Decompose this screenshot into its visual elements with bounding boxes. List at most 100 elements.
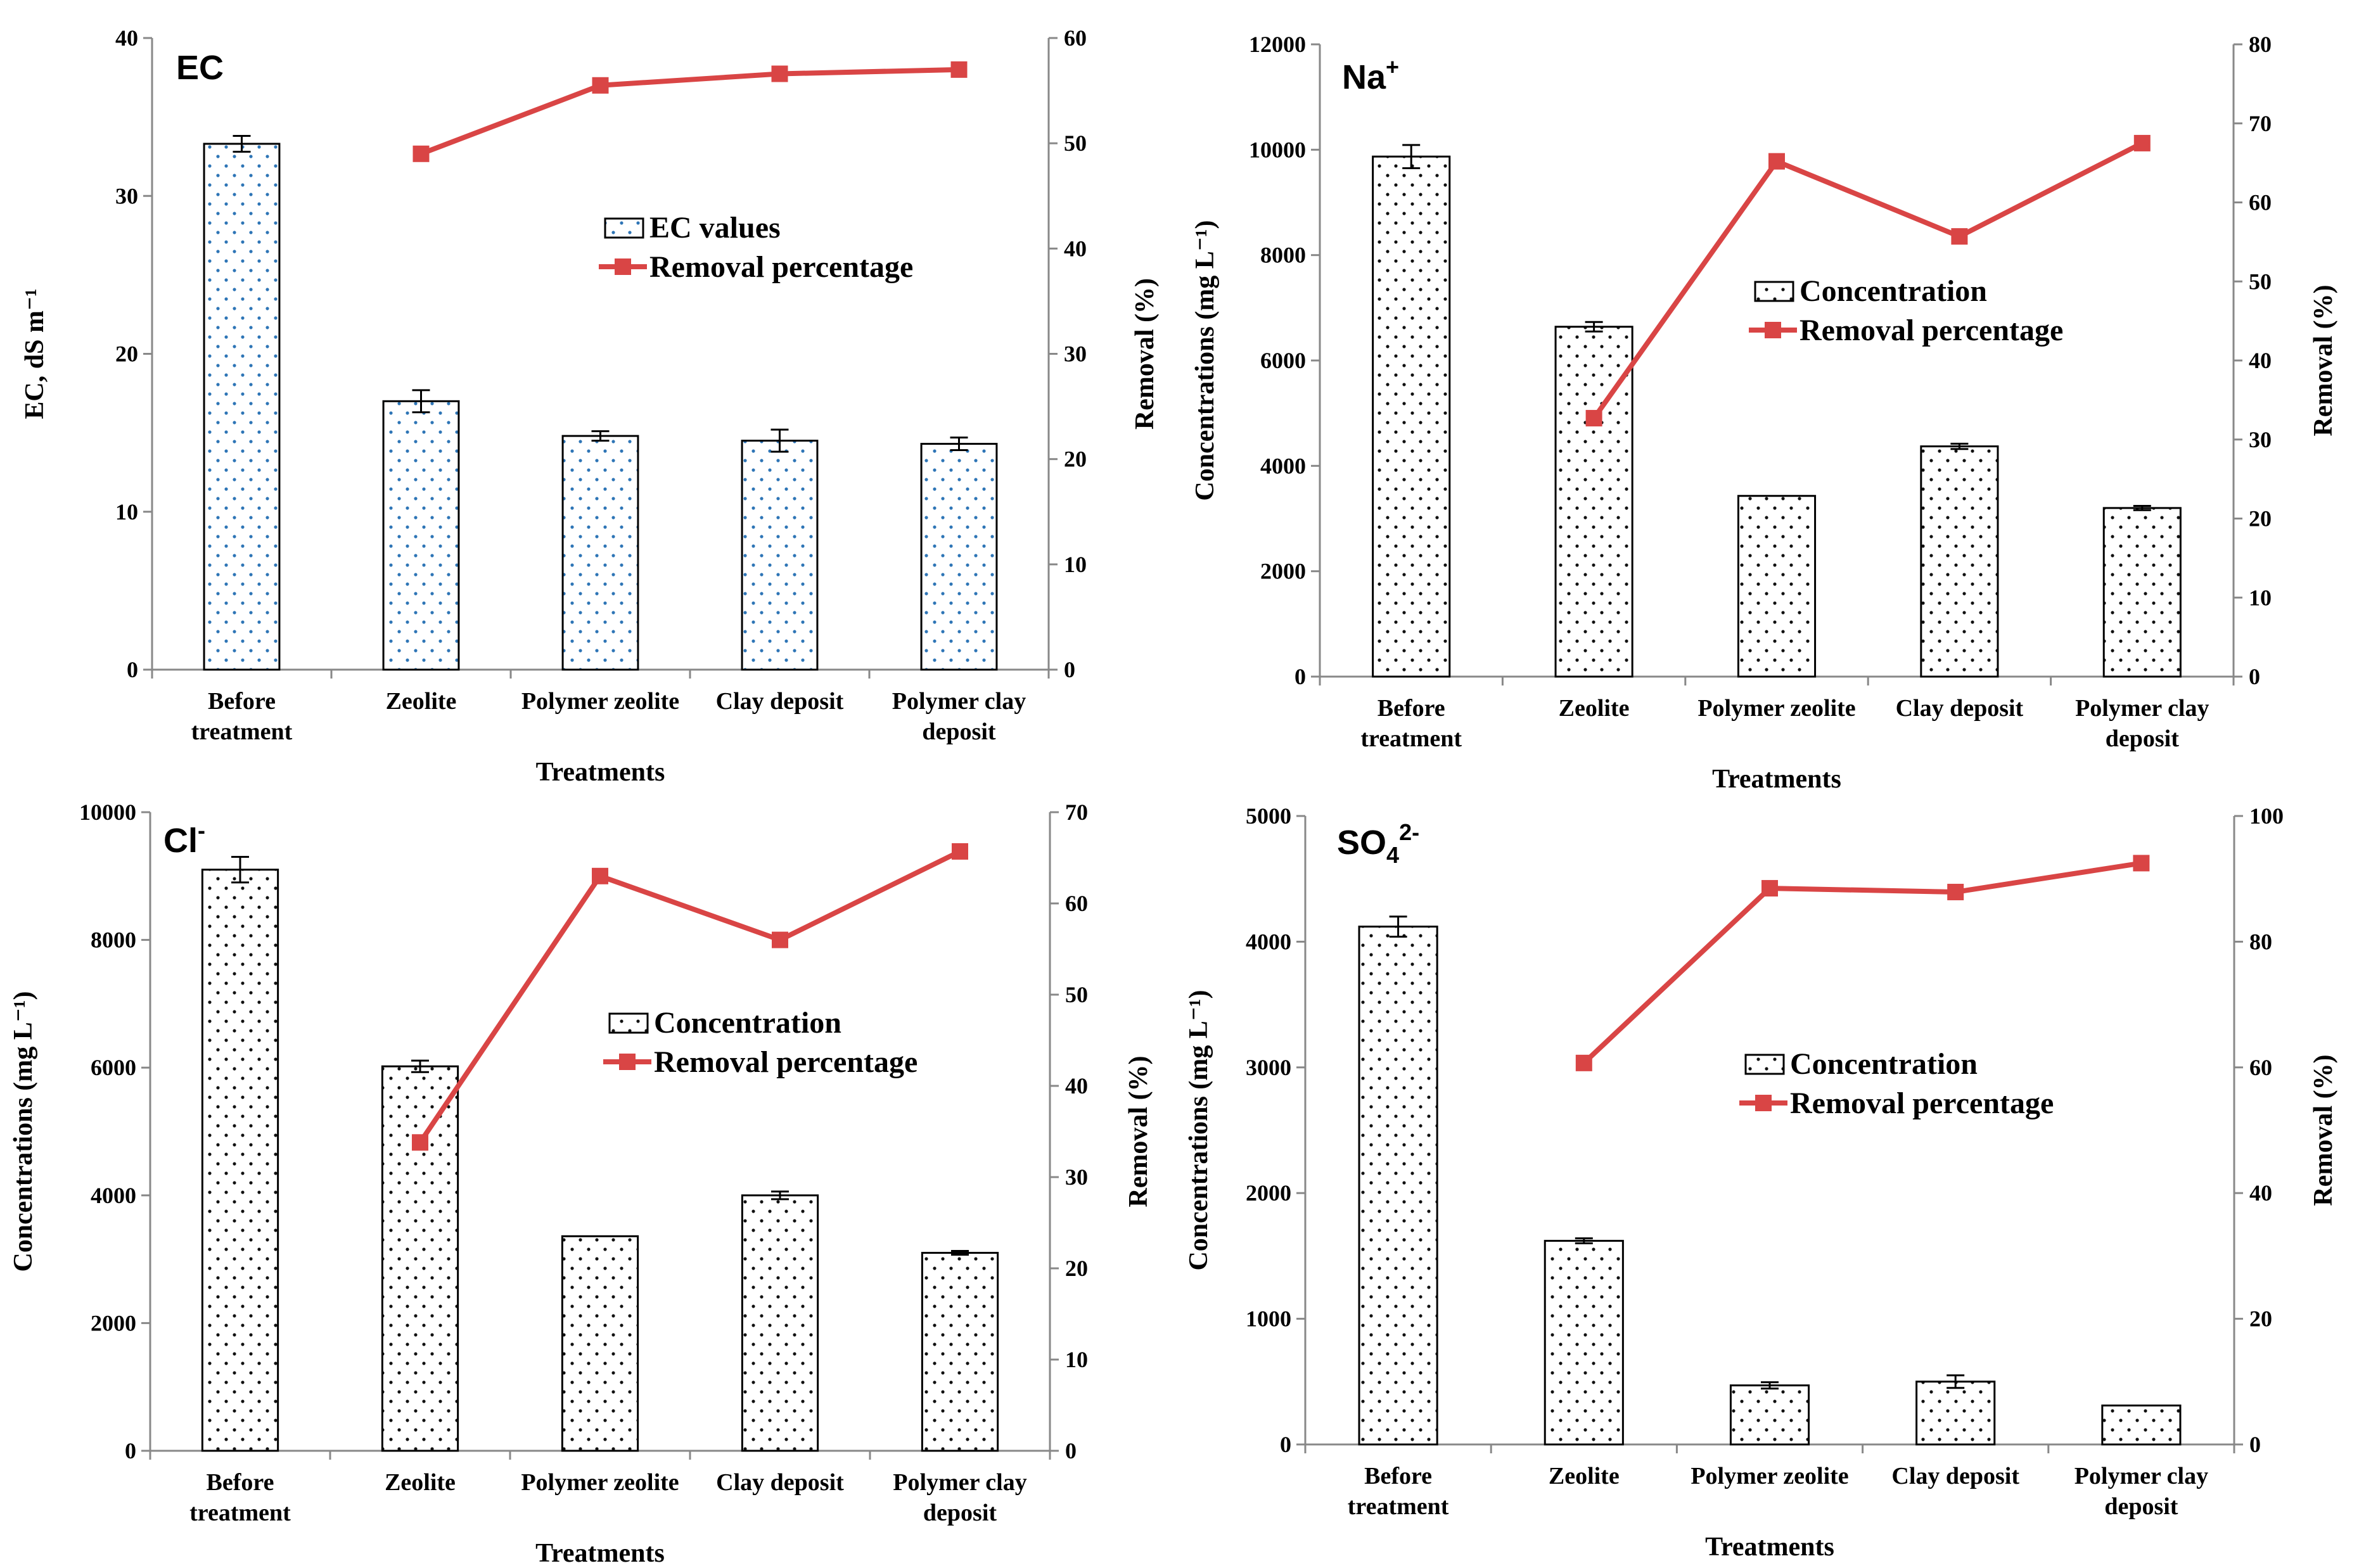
panel-title-text: EC: [176, 49, 224, 87]
y-tick-label: 0: [1295, 664, 1306, 689]
y2-tick-label: 60: [2249, 190, 2272, 215]
removal-marker: [2133, 855, 2150, 872]
bar: [1737, 495, 1817, 678]
legend-line-label: Removal percentage: [654, 1045, 917, 1079]
y-axis-title: Concentrations (mg L⁻¹): [1184, 990, 1213, 1270]
x-tick-label: Polymer clay: [892, 688, 1026, 715]
x-tick-label: deposit: [922, 718, 995, 745]
y-tick-label: 6000: [1260, 348, 1306, 373]
y2-tick-label: 70: [2249, 111, 2272, 136]
y2-tick-label: 40: [1064, 236, 1087, 261]
y2-tick-label: 50: [2249, 269, 2272, 294]
y2-axis-title: Removal (%): [2309, 1054, 2338, 1206]
bar: [920, 443, 998, 671]
x-tick-label: treatment: [1348, 1493, 1449, 1520]
y-tick-label: 4000: [91, 1183, 136, 1208]
y-tick-label: 2000: [91, 1310, 136, 1335]
bar: [561, 435, 639, 671]
x-tick-label: deposit: [923, 1500, 997, 1526]
legend-line-label: Removal percentage: [1790, 1087, 2054, 1120]
panel-title-subscript: 4: [1386, 842, 1399, 868]
x-tick-label: Zeolite: [1559, 695, 1630, 722]
removal-line: [420, 67, 959, 156]
y2-tick-label: 30: [1064, 341, 1087, 367]
x-tick-label: Before: [1378, 695, 1445, 722]
y-tick-label: 30: [115, 183, 138, 208]
y-tick-label: 0: [127, 657, 138, 682]
y2-tick-label: 80: [2249, 32, 2272, 57]
x-tick-label: Polymer zeolite: [1691, 1463, 1848, 1489]
legend-line-marker: [1755, 1095, 1772, 1111]
x-tick-label: Polymer zeolite: [1697, 695, 1855, 722]
bar: [382, 400, 460, 671]
y-tick-label: 0: [1280, 1432, 1291, 1457]
removal-marker: [412, 1134, 428, 1151]
x-tick-label: deposit: [2104, 1493, 2178, 1520]
panel-title: EC: [176, 49, 224, 87]
removal-line: [418, 849, 961, 1144]
panel-title-text: Cl: [163, 822, 198, 860]
legend-line-marker: [1765, 322, 1781, 338]
x-tick-label: treatment: [1360, 725, 1462, 752]
y2-tick-label: 60: [1065, 891, 1088, 916]
chart-panel-2: 0 2000 4000 6000 8000 10000 12000 0 10 20 30 40 50 60…: [1191, 32, 2338, 794]
y2-tick-label: 10: [1065, 1347, 1088, 1372]
bar: [1920, 445, 1999, 678]
panel-title-text: Na: [1342, 58, 1386, 96]
legend-line-marker: [615, 258, 631, 275]
y-tick-label: 40: [115, 25, 138, 51]
removal-marker: [950, 61, 968, 78]
y-axis-title: EC, dS m⁻¹: [20, 288, 49, 419]
removal-marker: [952, 843, 968, 860]
y-tick-label: 8000: [1260, 243, 1306, 268]
removal-line: [1582, 860, 2142, 1065]
removal-marker: [1585, 410, 1602, 427]
x-tick-label: Polymer clay: [893, 1469, 1026, 1496]
legend-bar-label: Concentration: [1790, 1047, 1978, 1081]
y2-axis-title: Removal (%): [1124, 1055, 1153, 1207]
y2-tick-label: 20: [1064, 447, 1087, 472]
panel-title-superscript: -: [198, 817, 205, 843]
y-tick-label: 4000: [1246, 929, 1291, 954]
removal-marker: [1947, 884, 1964, 901]
legend-bar-swatch: [1754, 281, 1794, 302]
bar: [203, 143, 281, 671]
removal-line: [1592, 141, 2144, 420]
x-tick-label: Clay deposit: [716, 688, 844, 715]
bar: [1915, 1380, 1996, 1446]
y2-tick-label: 0: [2249, 664, 2260, 689]
x-tick-label: Before: [1364, 1463, 1432, 1489]
x-tick-label: Polymer clay: [2075, 695, 2209, 722]
removal-marker: [771, 65, 788, 82]
y-tick-label: 1000: [1246, 1306, 1291, 1332]
x-tick-label: Clay deposit: [1891, 1463, 2019, 1489]
y2-tick-label: 0: [1064, 657, 1075, 682]
panel-title-text: SO: [1337, 824, 1386, 862]
chart-panel-1: 0 10 20 30 40 0 10 20 30 40 50 60 Before treatment Zeo…: [20, 25, 1160, 787]
y-tick-label: 2000: [1260, 559, 1306, 584]
y-tick-label: 6000: [91, 1055, 136, 1080]
y2-tick-label: 10: [1064, 552, 1087, 577]
y-tick-label: 8000: [91, 927, 136, 953]
removal-marker: [592, 77, 609, 94]
removal-marker: [412, 145, 430, 162]
y-axis-title: Concentrations (mg L⁻¹): [1191, 220, 1220, 500]
y2-tick-label: 40: [1065, 1073, 1088, 1099]
panel-title-superscript: 2-: [1399, 819, 1419, 845]
x-tick-label: Polymer zeolite: [521, 1469, 679, 1496]
x-tick-label: Clay deposit: [1896, 695, 2024, 722]
removal-marker: [1761, 880, 1778, 897]
panel-title: Na+: [1342, 54, 1399, 96]
removal-marker: [772, 931, 788, 948]
bar: [381, 1065, 459, 1452]
bar: [1544, 1240, 1624, 1446]
chart-panel-4: 0 1000 2000 3000 4000 5000 0 20 40 60 80 100 Before t…: [1184, 803, 2338, 1562]
y2-tick-label: 30: [1065, 1164, 1088, 1190]
y2-tick-label: 20: [2249, 1306, 2272, 1332]
legend-line-marker: [619, 1054, 636, 1070]
panel-title: Cl-: [163, 817, 205, 860]
legend-bar-swatch: [1744, 1054, 1785, 1075]
bar: [1729, 1384, 1810, 1446]
chart-panel-3: 0 2000 4000 6000 8000 10000 0 10 20 30 40 50 60 70 Bef…: [9, 800, 1153, 1568]
